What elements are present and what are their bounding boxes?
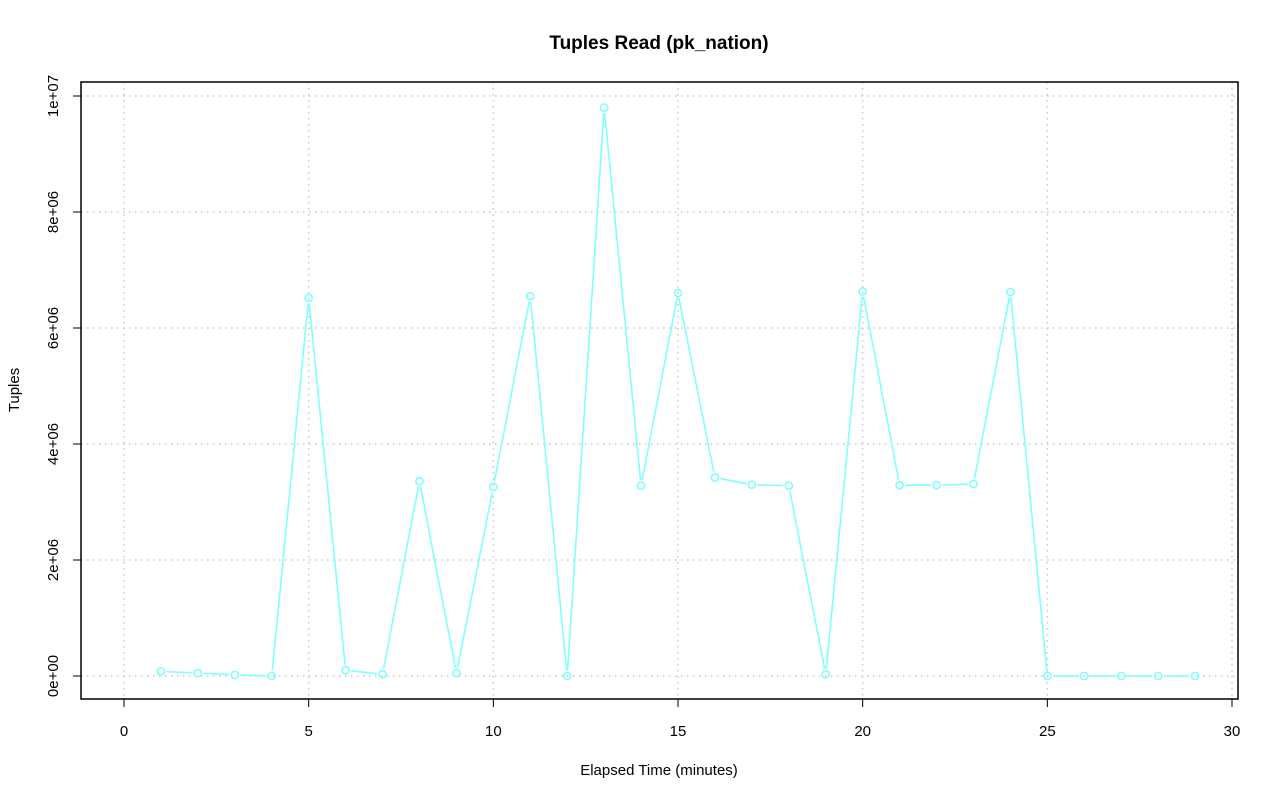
- series-line-segment: [641, 298, 678, 481]
- data-point: [156, 666, 166, 676]
- x-tick-label: 30: [1224, 723, 1241, 740]
- data-point: [341, 665, 350, 675]
- series-line-segment: [271, 303, 309, 671]
- data-point: [230, 670, 240, 680]
- series-line-segment: [942, 483, 968, 486]
- series-line-segment: [603, 112, 642, 481]
- data-point: [562, 671, 572, 681]
- series-line-segment: [825, 296, 863, 669]
- data-point: [304, 293, 314, 303]
- x-tick-label: 0: [120, 723, 128, 740]
- series-layer: [156, 103, 1200, 681]
- series-line-segment: [678, 298, 715, 473]
- x-tick-label: 25: [1039, 723, 1056, 740]
- data-point: [599, 103, 609, 112]
- series-line-segment: [973, 297, 1011, 479]
- y-tick-label: 2e+06: [45, 539, 62, 581]
- x-tick-label: 15: [670, 723, 687, 740]
- series-line-segment: [419, 486, 457, 668]
- data-point: [636, 481, 646, 491]
- data-point: [932, 480, 941, 490]
- series-line-segment: [166, 670, 193, 674]
- data-point: [821, 669, 831, 679]
- x-tick-label: 10: [485, 723, 502, 740]
- series-line-segment: [862, 296, 900, 480]
- data-point: [747, 480, 757, 489]
- series-line-segment: [240, 674, 267, 677]
- data-point: [1190, 671, 1200, 681]
- series-line-segment: [720, 477, 747, 485]
- series-line-segment: [308, 303, 346, 665]
- y-tick-label: 1e+07: [45, 75, 62, 117]
- x-tick-label: 20: [854, 723, 871, 740]
- x-tick-label: 5: [304, 723, 312, 740]
- y-tick-label: 6e+06: [45, 307, 62, 349]
- data-point: [969, 479, 978, 489]
- series-line-segment: [1010, 297, 1048, 671]
- series-line-segment: [493, 301, 531, 482]
- y-axis-label: Tuples: [6, 368, 23, 412]
- data-point: [858, 287, 868, 296]
- data-point: [1116, 671, 1126, 681]
- data-point: [193, 668, 203, 678]
- x-axis: 0 5 10 15 20 25 30: [120, 699, 1241, 740]
- y-tick-label: 8e+06: [45, 191, 62, 233]
- data-point: [895, 480, 904, 490]
- series-line-segment: [530, 301, 568, 671]
- series-line-segment: [757, 483, 784, 487]
- x-axis-label: Elapsed Time (minutes): [580, 762, 738, 779]
- data-point: [378, 669, 387, 679]
- grid-lines: [81, 82, 1238, 699]
- series-line-segment: [789, 491, 826, 670]
- data-point: [415, 476, 424, 486]
- data-point: [525, 291, 535, 301]
- data-point: [488, 482, 498, 492]
- data-point: [1153, 671, 1163, 681]
- plot-frame: [80, 81, 1239, 700]
- data-point: [1079, 671, 1089, 681]
- y-axis: 0e+00 2e+06 4e+06 6e+06 8e+06 1e+07: [45, 75, 81, 697]
- chart-title: Tuples Read (pk_nation): [549, 33, 768, 54]
- data-point: [784, 481, 794, 491]
- series-line-segment: [382, 486, 420, 670]
- series-line-segment: [456, 492, 494, 668]
- series-line-segment: [566, 113, 605, 671]
- y-tick-label: 4e+06: [45, 423, 62, 465]
- data-point: [451, 668, 461, 678]
- series-line-segment: [350, 670, 378, 675]
- series-line-segment: [203, 672, 230, 676]
- data-point: [710, 473, 720, 483]
- data-point: [267, 671, 277, 681]
- data-point: [673, 288, 683, 298]
- data-point: [1042, 671, 1052, 681]
- y-tick-label: 0e+00: [45, 655, 62, 697]
- data-point: [1006, 287, 1015, 297]
